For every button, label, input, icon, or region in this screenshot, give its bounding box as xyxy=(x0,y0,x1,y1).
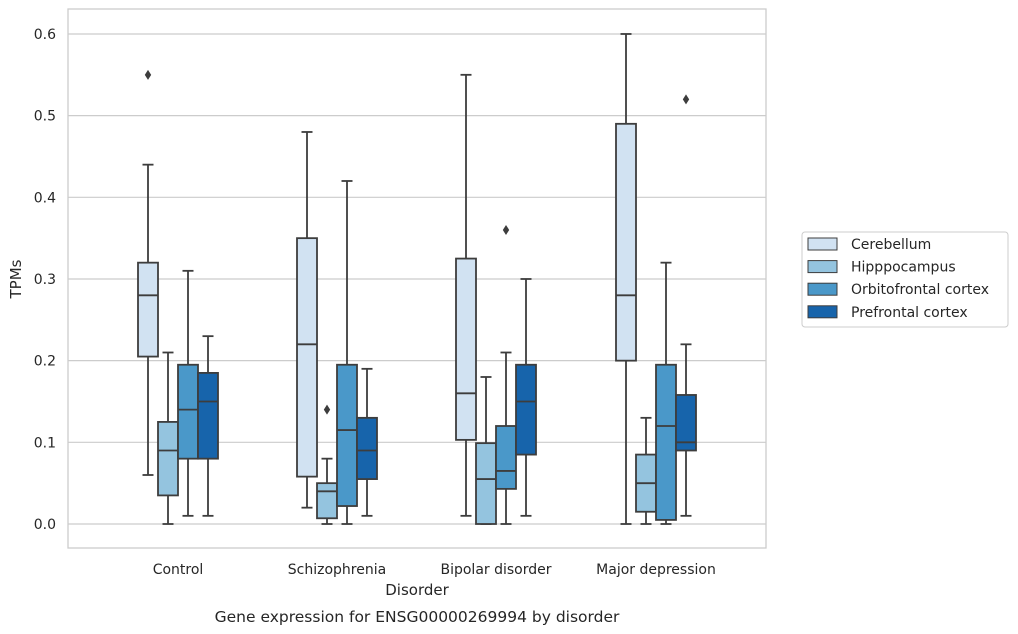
y-tick-label: 0.4 xyxy=(34,190,56,206)
legend-label: Orbitofrontal cortex xyxy=(851,282,989,298)
box-orbitofrontal-cortex-major-depression xyxy=(655,261,677,525)
box-prefrontal-cortex-schizophrenia xyxy=(356,367,378,517)
legend-label: Prefrontal cortex xyxy=(851,305,968,321)
box-hipppocampus-control xyxy=(157,351,179,525)
box-cerebellum-bipolar-disorder xyxy=(455,73,477,517)
box-orbitofrontal-cortex-bipolar-disorder xyxy=(495,224,517,525)
x-tick-label-bipolar-disorder: Bipolar disorder xyxy=(440,562,551,578)
y-tick-label: 0.5 xyxy=(34,109,56,125)
y-tick-label: 0.3 xyxy=(34,272,56,288)
iqr-box xyxy=(655,363,677,521)
y-tick-label: 0.0 xyxy=(34,517,56,533)
legend-swatch xyxy=(807,305,838,319)
iqr-box xyxy=(296,237,318,478)
iqr-box xyxy=(675,394,697,452)
legend-item-cerebellum: Cerebellum xyxy=(807,237,931,253)
legend-label: Cerebellum xyxy=(851,237,931,253)
x-tick-label-control: Control xyxy=(153,562,204,578)
x-tick-label-major-depression: Major depression xyxy=(596,562,716,578)
outlier-point xyxy=(502,224,510,235)
iqr-box xyxy=(157,421,179,497)
legend-swatch xyxy=(807,282,838,296)
box-cerebellum-control xyxy=(137,69,159,476)
chart-caption: Gene expression for ENSG00000269994 by d… xyxy=(215,608,620,626)
legend-label: Hipppocampus xyxy=(851,260,956,276)
box-prefrontal-cortex-control xyxy=(197,335,219,517)
legend-frame xyxy=(801,231,1009,328)
y-tick-labels: 0.0 0.1 0.2 0.3 0.4 0.5 0.6 xyxy=(34,27,56,533)
iqr-box xyxy=(197,372,219,460)
box-orbitofrontal-cortex-schizophrenia xyxy=(336,180,358,525)
box-cerebellum-major-depression xyxy=(615,33,637,525)
legend-item-orbitofrontal-cortex: Orbitofrontal cortex xyxy=(807,282,989,298)
legend-item-prefrontal-cortex: Prefrontal cortex xyxy=(807,305,968,321)
y-axis-title: TPMs xyxy=(7,259,25,299)
plot-area-frame xyxy=(67,8,767,549)
x-axis-title: Disorder xyxy=(385,581,449,599)
iqr-box xyxy=(615,122,637,362)
y-tick-label: 0.1 xyxy=(34,435,56,451)
legend-item-hipppocampus: Hipppocampus xyxy=(807,260,956,276)
box-prefrontal-cortex-major-depression xyxy=(675,94,697,517)
iqr-box xyxy=(475,442,497,525)
box-prefrontal-cortex-bipolar-disorder xyxy=(515,278,537,517)
y-tick-label: 0.6 xyxy=(34,27,56,43)
x-tick-labels: Control Schizophrenia Bipolar disorder Majo… xyxy=(153,562,716,578)
y-tick-label: 0.2 xyxy=(34,354,56,370)
legend-swatch xyxy=(807,237,838,251)
iqr-box xyxy=(495,425,517,490)
legend: Cerebellum Hipppocampus Orbitofrontal cort… xyxy=(801,231,1009,328)
iqr-box xyxy=(336,363,358,507)
iqr-box xyxy=(316,482,338,520)
box-cerebellum-schizophrenia xyxy=(296,131,318,509)
iqr-box xyxy=(356,416,378,480)
outlier-point xyxy=(682,94,690,105)
iqr-box xyxy=(137,261,159,358)
box-groups xyxy=(137,33,697,525)
iqr-box xyxy=(455,257,477,441)
x-tick-label-schizophrenia: Schizophrenia xyxy=(288,562,386,578)
iqr-box xyxy=(177,363,199,460)
outlier-point xyxy=(144,69,152,80)
iqr-box xyxy=(515,363,537,456)
box-hipppocampus-bipolar-disorder xyxy=(475,376,497,525)
outlier-point xyxy=(323,404,331,415)
legend-swatch xyxy=(807,260,838,274)
